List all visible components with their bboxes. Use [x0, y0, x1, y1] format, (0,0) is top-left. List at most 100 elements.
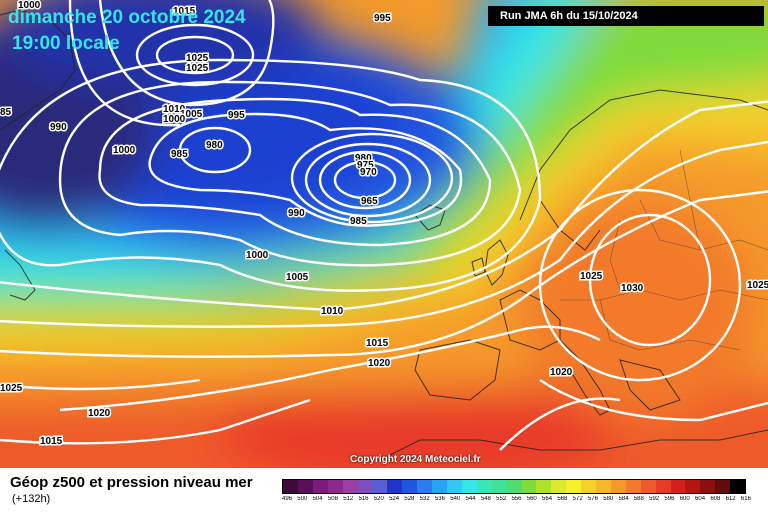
color-scale-cell — [715, 480, 731, 493]
isobar-970 — [318, 150, 412, 210]
color-scale-label: 548 — [480, 496, 491, 502]
isobar-label: 1010 — [321, 306, 344, 317]
isobar-1030 — [588, 213, 712, 347]
forecast-date: dimanche 20 octobre 2024 — [8, 7, 246, 28]
isobar-label: 1025 — [186, 63, 209, 74]
color-scale-cell — [625, 480, 641, 493]
color-scale-label: 584 — [618, 496, 629, 502]
isobar-label: 1025 — [747, 280, 768, 291]
isobar-labels: 1000 1015 995 1025 1025 85 990 1010 1005… — [0, 0, 768, 449]
color-scale-cell — [640, 480, 656, 493]
color-scale-label: 524 — [389, 496, 400, 502]
color-scale-cell — [596, 480, 611, 493]
greenland-coast — [0, 9, 76, 131]
color-scale-label: 600 — [679, 496, 690, 502]
isobar-label: 1015 — [40, 436, 63, 447]
scandinavia-coast — [519, 89, 768, 221]
isobar-label: 1000 — [18, 0, 41, 11]
isobar-1020-high — [135, 23, 255, 87]
color-scale-label: 496 — [282, 496, 293, 502]
color-scale-cell — [312, 480, 328, 493]
color-scale-cell — [432, 480, 447, 493]
color-scale-cell — [372, 480, 388, 493]
color-scale-cell — [327, 480, 343, 493]
isobar-1015-high — [98, 0, 275, 107]
color-scale-cell — [342, 480, 358, 493]
color-scale-labels: 496 500 504 508 512 516 520 524 528 532 536 540 544 5… — [282, 496, 756, 502]
isobar-label: 980 — [206, 140, 223, 151]
copyright: Copyright 2024 Meteociel.fr — [350, 454, 481, 465]
color-scale-label: 568 — [557, 496, 568, 502]
color-scale-label: 592 — [649, 496, 660, 502]
color-scale-label: 532 — [419, 496, 430, 502]
color-scale-cell — [655, 480, 671, 493]
isobar-label: 1025 — [580, 271, 603, 282]
isobar-label: 980 — [355, 153, 372, 164]
isobar-label: 1015 — [366, 338, 389, 349]
baffin-coast — [4, 249, 36, 301]
color-scale-label: 544 — [465, 496, 476, 502]
color-scale-cell — [610, 480, 626, 493]
color-scale-cell — [283, 480, 298, 493]
color-scale-label: 564 — [542, 496, 553, 502]
isobar-980 — [290, 132, 454, 224]
isobar-1000 — [0, 58, 542, 292]
color-scale-cell — [357, 480, 373, 493]
color-scale-cell — [461, 480, 477, 493]
color-scale-cell — [446, 480, 462, 493]
isobar-1015 — [0, 190, 768, 358]
isobar-label: 965 — [361, 196, 378, 207]
color-scale-cell — [491, 480, 507, 493]
isobar-1015-south — [0, 398, 311, 445]
color-scale-cell — [730, 480, 746, 493]
isobar-1020-east — [539, 379, 768, 422]
color-scale-label: 516 — [358, 496, 369, 502]
color-scale-label: 560 — [526, 496, 537, 502]
color-scale-label: 540 — [450, 496, 461, 502]
isobar-label: 985 — [171, 149, 188, 160]
isobar-1010-high — [68, 0, 181, 127]
color-scale-label: 596 — [664, 496, 675, 502]
isobar-label: 1010 — [163, 104, 186, 115]
color-scale-cell — [670, 480, 686, 493]
color-scale-label: 504 — [312, 496, 323, 502]
isobar-965 — [333, 160, 397, 200]
geopotential-map-svg: 1000 1015 995 1025 1025 85 990 1010 1005… — [0, 0, 768, 468]
color-scale-cell — [521, 480, 537, 493]
isobar-1025-east — [538, 188, 742, 382]
isobar-label: 990 — [50, 122, 67, 133]
color-scale-cell — [700, 480, 716, 493]
scandinavia-south-coast — [539, 199, 601, 251]
legend-title: Géop z500 et pression niveau mer — [10, 474, 253, 491]
isobar-label: 995 — [228, 110, 245, 121]
iceland-coast — [414, 204, 446, 231]
legend-bar: Géop z500 et pression niveau mer (+132h)… — [0, 468, 768, 512]
isobar-label: 975 — [357, 160, 374, 171]
color-scale-label: 576 — [587, 496, 598, 502]
color-scale-cell — [685, 480, 701, 493]
color-scale-label: 616 — [740, 496, 751, 502]
isobar-985 — [148, 112, 463, 227]
color-scale-cell — [387, 480, 403, 493]
color-scale-label: 556 — [511, 496, 522, 502]
color-scale-label: 536 — [434, 496, 445, 502]
isobar-label: 985 — [350, 216, 367, 227]
color-scale-label: 528 — [404, 496, 415, 502]
north-africa-coast — [379, 429, 768, 461]
color-scale-label: 604 — [695, 496, 706, 502]
color-scale-label: 612 — [725, 496, 736, 502]
isobar-label: 990 — [288, 208, 305, 219]
color-scale-label: 588 — [633, 496, 644, 502]
isobar-label: 970 — [360, 167, 377, 178]
color-scale-cell — [536, 480, 552, 493]
isobar-label: 85 — [0, 107, 12, 118]
isobar-label: 1015 — [173, 6, 196, 17]
isobar-975 — [304, 142, 432, 218]
isobar-label: 1000 — [163, 114, 186, 125]
coastlines — [0, 9, 768, 461]
isobar-995 — [58, 80, 522, 267]
run-label: Run JMA 6h du 15/10/2024 — [488, 6, 764, 26]
isobar-1025-high — [155, 35, 235, 75]
isobar-label: 1030 — [621, 283, 644, 294]
color-scale-cell — [417, 480, 433, 493]
